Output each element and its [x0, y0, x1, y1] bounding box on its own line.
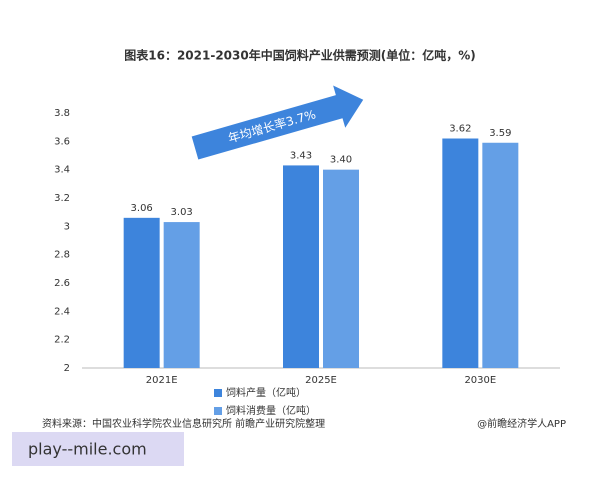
y-tick-label: 3 — [64, 221, 70, 232]
y-tick-label: 2.2 — [54, 335, 70, 346]
x-tick-label: 2021E — [146, 375, 178, 386]
y-tick-label: 3.2 — [54, 193, 70, 204]
x-tick-label: 2025E — [305, 375, 337, 386]
y-tick-label: 2 — [64, 363, 70, 374]
bar — [442, 138, 479, 368]
source: 资料来源：中国农业科学院农业信息研究所 前瞻产业研究院整理 — [42, 417, 325, 430]
bar — [323, 169, 359, 368]
bar — [123, 217, 160, 368]
watermark: play--mile.com — [28, 440, 147, 459]
y-tick-label: 2.4 — [54, 306, 70, 317]
value-label: 3.06 — [131, 203, 153, 214]
value-label: 3.43 — [290, 150, 312, 161]
value-label: 3.62 — [449, 124, 471, 135]
legend-swatch — [214, 389, 222, 397]
y-tick-label: 3.8 — [54, 108, 70, 119]
value-label: 3.59 — [489, 128, 511, 139]
y-tick-label: 2.6 — [54, 278, 70, 289]
y-tick-label: 3.6 — [54, 136, 70, 147]
chart-title: 图表16：2021-2030年中国饲料产业供需预测(单位：亿吨，%) — [124, 48, 475, 63]
value-label: 3.03 — [171, 207, 193, 218]
arrow-shape — [191, 85, 364, 160]
y-tick-label: 3.4 — [54, 165, 70, 176]
bar — [283, 165, 319, 368]
bar — [163, 222, 200, 368]
x-tick-label: 2030E — [464, 375, 496, 386]
legend-label: 饲料产量（亿吨） — [226, 386, 306, 399]
y-tick-label: 2.8 — [54, 250, 70, 261]
bar — [482, 142, 519, 368]
credit: @前瞻经济学人APP — [477, 417, 566, 430]
legend-label: 饲料消费量（亿吨） — [226, 404, 316, 417]
value-label: 3.40 — [330, 155, 352, 166]
legend-swatch — [214, 407, 222, 415]
watermark-box — [12, 432, 184, 466]
